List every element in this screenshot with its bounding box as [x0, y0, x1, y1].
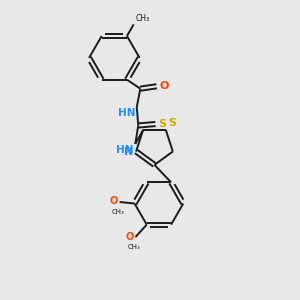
Text: O: O	[110, 196, 118, 206]
Text: S: S	[168, 118, 176, 128]
Text: CH₃: CH₃	[127, 244, 140, 250]
Text: O: O	[125, 232, 134, 242]
Text: HN: HN	[118, 108, 135, 118]
Text: N: N	[124, 146, 134, 157]
Text: CH₃: CH₃	[135, 14, 150, 22]
Text: HN: HN	[116, 145, 134, 155]
Text: CH₃: CH₃	[112, 208, 124, 214]
Text: O: O	[159, 81, 168, 91]
Text: S: S	[158, 119, 166, 129]
